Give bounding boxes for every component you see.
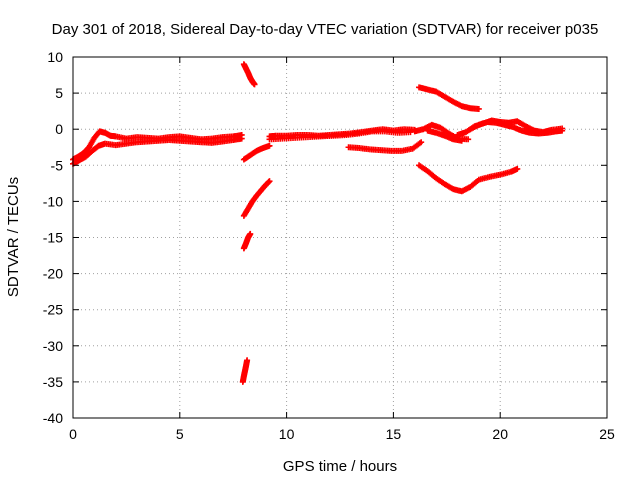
data-series [467, 118, 566, 137]
data-series [240, 230, 254, 252]
y-tick-label: -40 [43, 410, 63, 426]
chart-title: Day 301 of 2018, Sidereal Day-to-day VTE… [52, 21, 599, 38]
data-series [239, 357, 251, 385]
data-series [424, 127, 465, 144]
data-point [514, 165, 521, 172]
x-tick-label: 25 [599, 426, 615, 442]
x-tick-label: 15 [386, 426, 402, 442]
data-point [418, 139, 425, 146]
data-point [238, 135, 245, 142]
data-point [244, 357, 251, 364]
plot-frame [72, 56, 608, 419]
x-tick-label: 10 [279, 426, 295, 442]
data-point [475, 105, 482, 112]
data-series [240, 142, 273, 163]
data-series [416, 162, 521, 195]
y-tick-label: -10 [43, 193, 63, 209]
data-point [458, 137, 465, 144]
data-series [70, 135, 245, 167]
data-series [266, 128, 414, 143]
x-tick-label: 20 [492, 426, 508, 442]
y-tick-label: 5 [55, 85, 63, 101]
gridlines [73, 57, 607, 418]
data-series [240, 61, 258, 88]
data-point [266, 142, 273, 149]
y-tick-label: -5 [51, 157, 64, 173]
y-tick-label: 0 [55, 121, 63, 137]
y-tick-label: -30 [43, 338, 63, 354]
y-tick-label: -25 [43, 302, 63, 318]
data-point [247, 230, 254, 237]
data-point [266, 178, 273, 185]
y-tick-label: -15 [43, 230, 63, 246]
data-point [251, 81, 258, 88]
data-marks [70, 61, 566, 385]
data-series [240, 178, 273, 219]
x-tick-label: 0 [69, 426, 77, 442]
x-tick-label: 5 [176, 426, 184, 442]
x-axis-title: GPS time / hours [283, 458, 397, 475]
data-series [345, 139, 425, 154]
y-tick-label: 10 [47, 49, 63, 65]
axes: 0 5 10 15 20 25 -40 -35 -30 -25 -20 -15 -10 -5 0 5 10 [43, 49, 615, 442]
y-tick-label: -20 [43, 266, 63, 282]
data-point [559, 127, 566, 134]
data-point [465, 136, 472, 143]
y-axis-title: SDTVAR / TECUs [5, 177, 22, 297]
y-tick-label: -35 [43, 374, 63, 390]
data-series [416, 84, 482, 112]
